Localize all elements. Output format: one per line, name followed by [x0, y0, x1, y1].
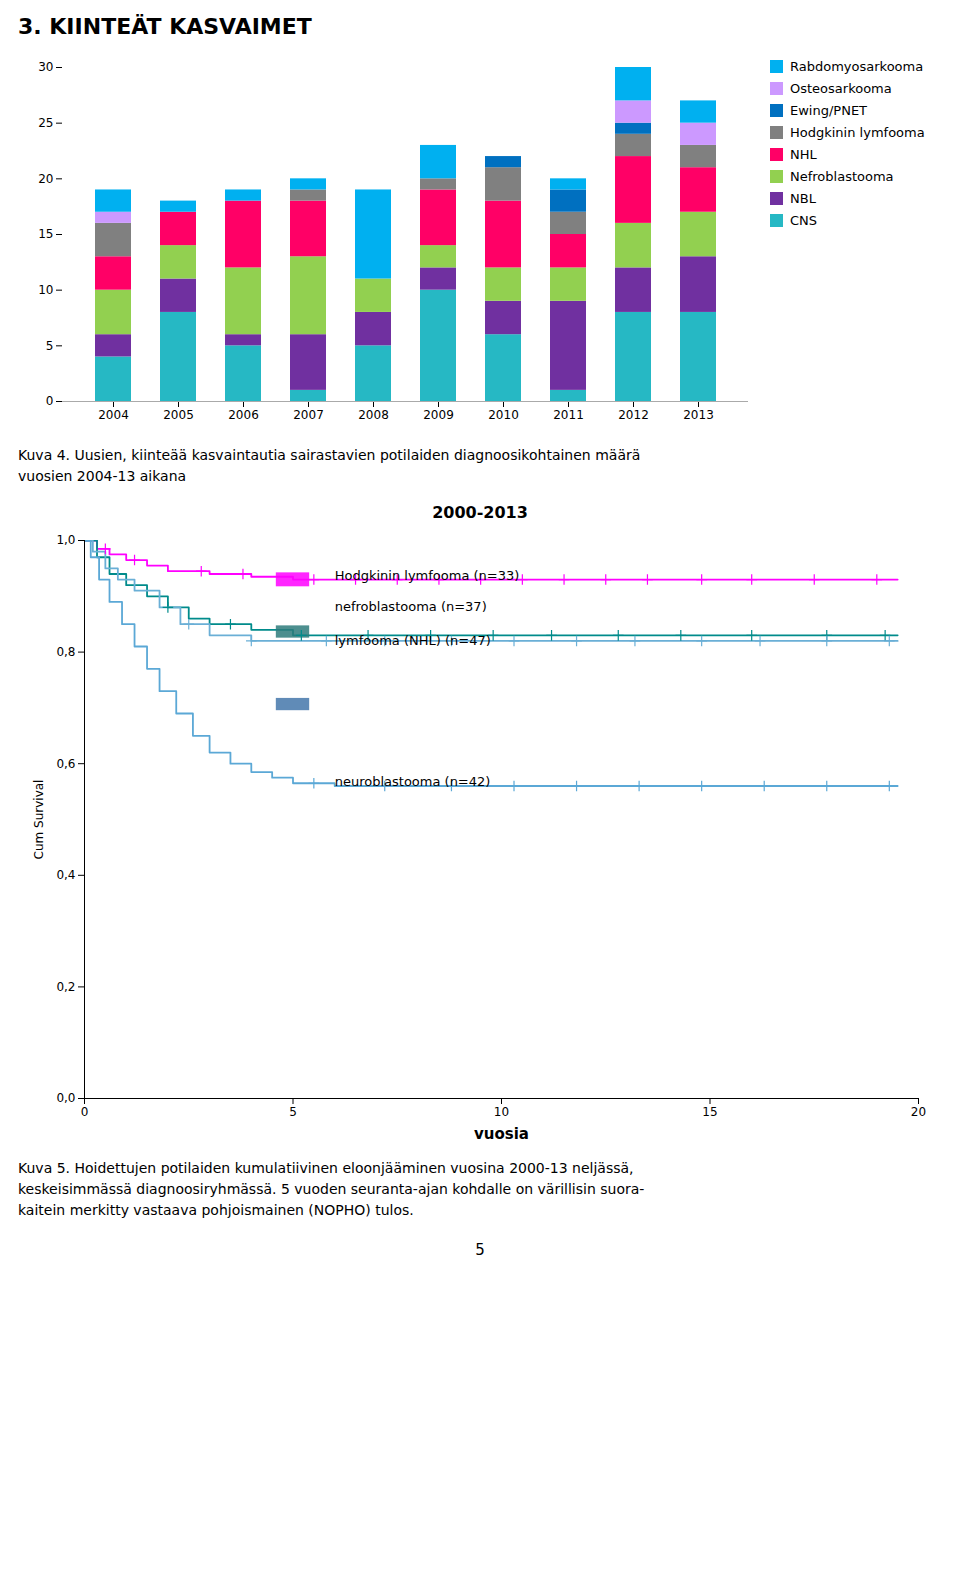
svg-text:2010: 2010 — [488, 408, 519, 422]
svg-text:2013: 2013 — [683, 408, 714, 422]
svg-text:15: 15 — [38, 227, 53, 241]
svg-text:2006: 2006 — [228, 408, 259, 422]
html-text:Kuva 5. Hoidettujen potilaiden: Kuva 5. Hoidettujen potilaiden kumulatii… — [18, 1160, 645, 1218]
svg-text:0,6: 0,6 — [56, 757, 75, 771]
html-text:NHL: NHL — [790, 147, 817, 162]
svg-text:25: 25 — [38, 116, 53, 130]
svg-text:10: 10 — [38, 283, 53, 297]
html-text:Rabdomyosarkooma: Rabdomyosarkooma — [790, 59, 924, 74]
html-text:Nefroblastooma: Nefroblastooma — [790, 169, 894, 184]
svg-text:30: 30 — [38, 60, 53, 74]
html-text:NBL: NBL — [790, 191, 816, 206]
html-text:Osteosarkooma: Osteosarkooma — [790, 81, 892, 96]
svg-text:nefroblastooma (n=37): nefroblastooma (n=37) — [335, 599, 487, 614]
html-text:Kuva 4. Uusien, kiinteää kasva: Kuva 4. Uusien, kiinteää kasvaintautia s… — [18, 447, 641, 484]
svg-text:Hodgkinin lymfooma (n=33): Hodgkinin lymfooma (n=33) — [335, 568, 520, 583]
svg-text:0: 0 — [81, 1105, 89, 1119]
svg-text:2012: 2012 — [618, 408, 649, 422]
html-text:CNS: CNS — [790, 213, 818, 228]
svg-text:0: 0 — [46, 394, 54, 408]
svg-text:2005: 2005 — [163, 408, 194, 422]
svg-text:1,0: 1,0 — [56, 533, 75, 547]
svg-text:neuroblastooma (n=42): neuroblastooma (n=42) — [335, 774, 491, 789]
svg-text:10: 10 — [494, 1105, 509, 1119]
html-text:5: 5 — [475, 1241, 485, 1259]
svg-text:20: 20 — [38, 172, 53, 186]
svg-text:5: 5 — [289, 1105, 297, 1119]
svg-text:0,2: 0,2 — [56, 980, 75, 994]
svg-text:2008: 2008 — [358, 408, 389, 422]
svg-text:2004: 2004 — [98, 408, 129, 422]
svg-text:2007: 2007 — [293, 408, 324, 422]
svg-text:0,0: 0,0 — [56, 1091, 75, 1105]
svg-text:0,8: 0,8 — [56, 645, 75, 659]
svg-text:lymfooma (NHL) (n=47): lymfooma (NHL) (n=47) — [335, 633, 491, 648]
svg-text:5: 5 — [46, 339, 54, 353]
html-text:2000-2013: 2000-2013 — [432, 503, 528, 522]
svg-text:vuosia: vuosia — [474, 1125, 529, 1143]
svg-text:2011: 2011 — [553, 408, 584, 422]
html-text:Ewing/PNET: Ewing/PNET — [790, 103, 868, 118]
svg-text:20: 20 — [911, 1105, 926, 1119]
svg-text:Cum Survival: Cum Survival — [32, 780, 46, 860]
svg-text:0,4: 0,4 — [56, 868, 75, 882]
svg-text:15: 15 — [702, 1105, 717, 1119]
html-text:Hodgkinin lymfooma: Hodgkinin lymfooma — [790, 125, 925, 140]
html-text:3. KIINTEÄT KASVAIMET: 3. KIINTEÄT KASVAIMET — [18, 14, 312, 39]
svg-text:2009: 2009 — [423, 408, 454, 422]
